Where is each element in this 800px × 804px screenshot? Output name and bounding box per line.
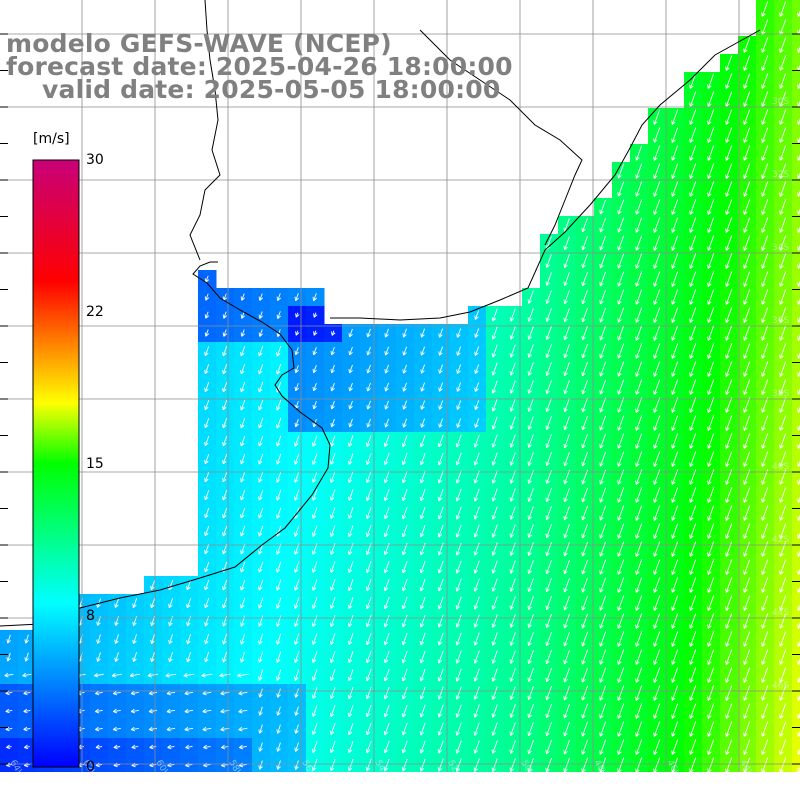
latitude-label: 34S [772,243,789,253]
colorbar-tick-22: 22 [86,304,104,320]
colorbar-tick-30: 30 [86,152,104,168]
valid-date: valid date: 2025-05-05 18:00:00 [42,77,500,102]
latitude-label: 40S [772,462,789,472]
latitude-label: 38S [772,389,789,399]
colorbar [33,160,79,767]
colorbar-tick-15: 15 [86,456,104,472]
colorbar-tick-0: 0 [86,759,95,775]
latitude-label: 44S [772,608,789,618]
latitude-label: 42S [772,535,789,545]
latitude-label: 36S [772,316,789,326]
colorbar-tick-8: 8 [86,608,95,624]
colorbar-unit: [m/s] [33,131,70,147]
bottom-margin [0,772,800,800]
latitude-label: 32S [772,170,789,180]
latitude-label: 46S [772,681,789,691]
latitude-label: 30S [772,97,789,107]
